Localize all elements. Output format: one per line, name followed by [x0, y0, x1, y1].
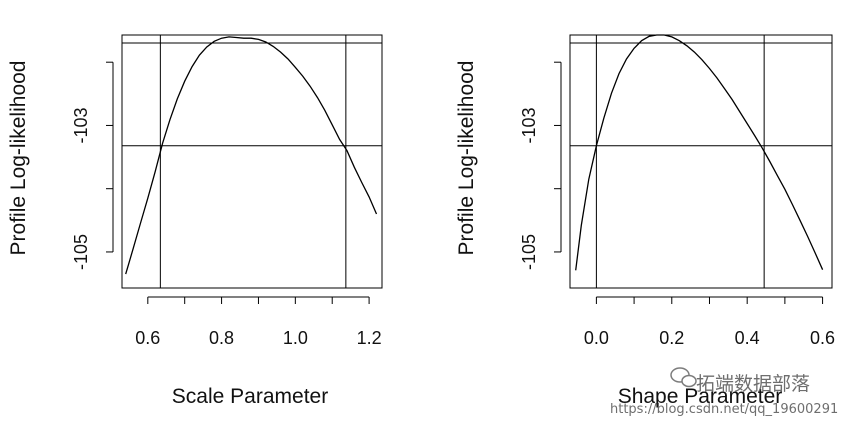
scale-y-axis: -103 -105	[71, 61, 114, 270]
scale-plot-frame	[121, 34, 383, 289]
scale-y-tick-label: -105	[71, 234, 91, 270]
scale-y-axis-title: Profile Log-likelihood	[7, 61, 30, 256]
shape-plot-frame	[569, 34, 833, 289]
watermark: 拓端数据部落 https://blog.csdn.net/qq_19600291	[610, 367, 838, 417]
shape-x-tick-label: 0.6	[810, 328, 835, 348]
scale-x-tick-label: 0.6	[135, 328, 160, 348]
scale-x-tick-label: 0.8	[209, 328, 234, 348]
watermark-url-text: https://blog.csdn.net/qq_19600291	[610, 402, 838, 417]
shape-profile-curve	[575, 34, 824, 271]
scale-y-tick-label: -103	[71, 107, 91, 143]
shape-x-axis: 0.0 0.2 0.4 0.6	[584, 296, 835, 348]
shape-y-tick-label: -105	[519, 234, 539, 270]
watermark-brand-text: 拓端数据部落	[696, 373, 810, 395]
shape-y-tick-label: -103	[519, 107, 539, 143]
scale-plot-marks	[122, 35, 382, 288]
shape-panel: 0.0 0.2 0.4 0.6 -103 -105 Shape Parameter Pr…	[455, 34, 835, 408]
scale-x-tick-label: 1.2	[357, 328, 382, 348]
shape-y-axis: -103 -105	[519, 61, 562, 270]
wechat-bubble-icon	[670, 367, 697, 388]
scale-x-axis-title: Scale Parameter	[172, 385, 328, 408]
scale-x-axis: 0.6 0.8 1.0 1.2	[135, 296, 382, 348]
shape-x-tick-label: 0.2	[659, 328, 684, 348]
shape-x-axis-title: Shape Parameter	[618, 385, 783, 408]
scale-x-tick-label: 1.0	[283, 328, 308, 348]
shape-x-tick-label: 0.4	[735, 328, 760, 348]
scale-panel: 0.6 0.8 1.0 1.2 -103 -105 Scale Parameter Pr…	[7, 34, 383, 408]
shape-x-tick-label: 0.0	[584, 328, 609, 348]
scale-profile-curve	[125, 36, 378, 275]
shape-plot-marks	[570, 34, 832, 288]
shape-y-axis-title: Profile Log-likelihood	[455, 61, 478, 256]
